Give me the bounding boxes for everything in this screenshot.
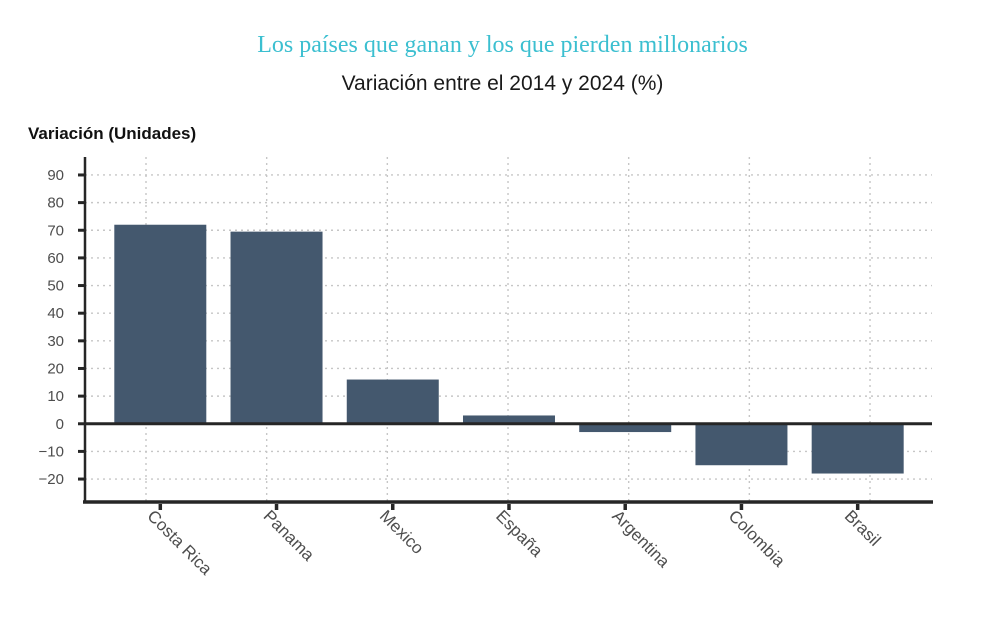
y-tick-label: 30 [47,333,64,350]
y-axis-label: Variación (Unidades) [28,124,197,143]
bar-panama [230,231,323,424]
y-tick-label: 10 [47,388,64,405]
chart-subtitle: Variación entre el 2014 y 2024 (%) [341,72,664,95]
category-label-costa-rica: Costa Rica [143,506,216,579]
y-tick-label: 50 [47,278,64,295]
category-label-espana: España [492,506,547,561]
category-label-mexico: Mexico [376,506,428,558]
bar-colombia [695,423,788,466]
y-tick-label: 80 [47,195,64,212]
bar-mexico [346,379,439,424]
y-tick-label: 90 [47,167,64,184]
chart-title: Los países que ganan y los que pierden m… [257,32,748,58]
y-tick-label: 20 [47,360,64,377]
category-label-brasil: Brasil [841,506,884,549]
y-tick-label: 0 [56,416,64,433]
bar-brasil [811,423,904,474]
y-tick-label: −20 [39,471,64,488]
category-label-argentina: Argentina [608,506,673,571]
y-tick-label: 70 [47,222,64,239]
y-tick-label: 60 [47,250,64,267]
y-tick-label: −10 [39,443,64,460]
y-tick-label: 40 [47,305,64,322]
category-label-colombia: Colombia [725,506,790,571]
bar-argentina [579,423,672,433]
bar-costa-rica [114,224,207,424]
category-label-panama: Panama [260,506,319,565]
bar-espana [462,415,555,424]
